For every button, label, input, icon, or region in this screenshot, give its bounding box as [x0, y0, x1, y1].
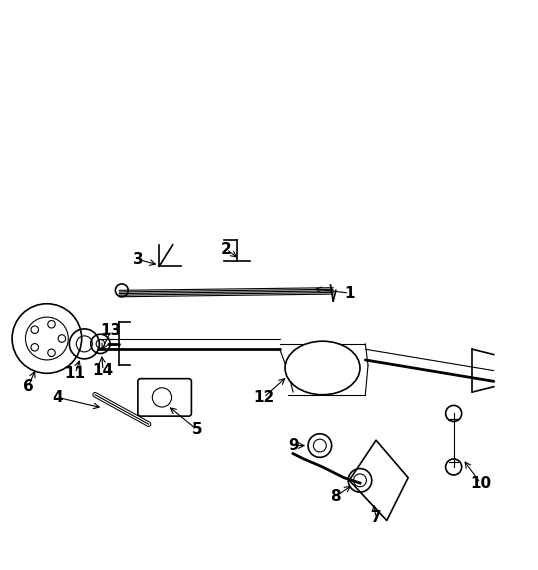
Text: 4: 4 — [52, 390, 63, 405]
Text: 3: 3 — [132, 252, 143, 267]
Text: 7: 7 — [371, 510, 381, 526]
Text: 2: 2 — [221, 242, 231, 256]
Text: 11: 11 — [65, 366, 86, 381]
Text: 1: 1 — [344, 286, 355, 300]
Text: 12: 12 — [253, 390, 274, 405]
Text: 14: 14 — [93, 363, 114, 378]
Text: 8: 8 — [330, 489, 341, 504]
Text: 10: 10 — [470, 475, 491, 491]
Text: 9: 9 — [288, 438, 299, 453]
Text: 6: 6 — [23, 379, 33, 394]
FancyBboxPatch shape — [138, 378, 192, 416]
Text: 5: 5 — [192, 422, 202, 437]
Text: 13: 13 — [101, 323, 122, 338]
Ellipse shape — [285, 341, 360, 394]
